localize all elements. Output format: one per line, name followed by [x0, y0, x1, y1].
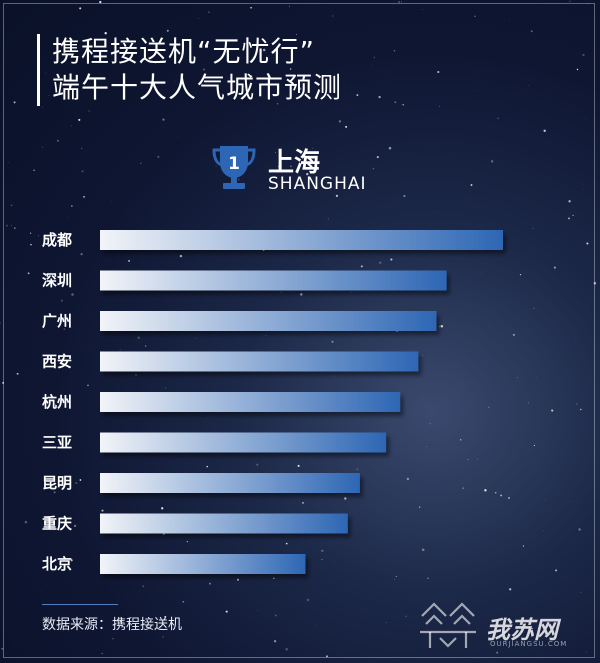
category-label: 杭州	[42, 393, 72, 411]
bar	[100, 392, 401, 412]
title-line-1: 携程接送机“无忧行”	[52, 35, 316, 68]
trophy-rank: 1	[228, 154, 240, 174]
source-divider	[42, 604, 118, 605]
data-source: 数据来源：携程接送机	[42, 614, 182, 634]
title-line-2: 端午十大人气城市预测	[52, 71, 343, 104]
bar	[100, 473, 360, 493]
page-title: 携程接送机“无忧行” 端午十大人气城市预测	[52, 34, 342, 106]
category-label: 成都	[42, 231, 72, 249]
top-city-name: 上海	[268, 148, 321, 178]
title-accent-bar	[37, 34, 40, 106]
bar	[100, 270, 447, 291]
source-value: 携程接送机	[112, 617, 182, 633]
trophy-icon: 1	[212, 146, 256, 189]
category-label: 广州	[42, 312, 72, 330]
bar	[100, 230, 503, 250]
category-label: 北京	[42, 555, 72, 573]
logo-subtext: OURJIANGSU.COM	[490, 640, 568, 648]
source-label: 数据来源：	[42, 617, 112, 633]
bar	[100, 554, 306, 574]
category-label: 三亚	[42, 434, 72, 452]
bar	[100, 432, 387, 453]
category-label: 昆明	[42, 474, 72, 492]
logo-text: 我苏网	[486, 616, 558, 644]
site-logo: 我苏网 OURJIANGSU.COM	[416, 596, 596, 656]
logo-mark-icon	[420, 602, 476, 648]
bar	[100, 351, 419, 372]
category-label: 西安	[42, 353, 72, 371]
category-label: 重庆	[42, 515, 72, 533]
top-city-name-en: SHANGHAI	[268, 174, 367, 194]
bar	[100, 311, 437, 331]
bar	[100, 513, 348, 534]
category-label: 深圳	[42, 272, 72, 290]
